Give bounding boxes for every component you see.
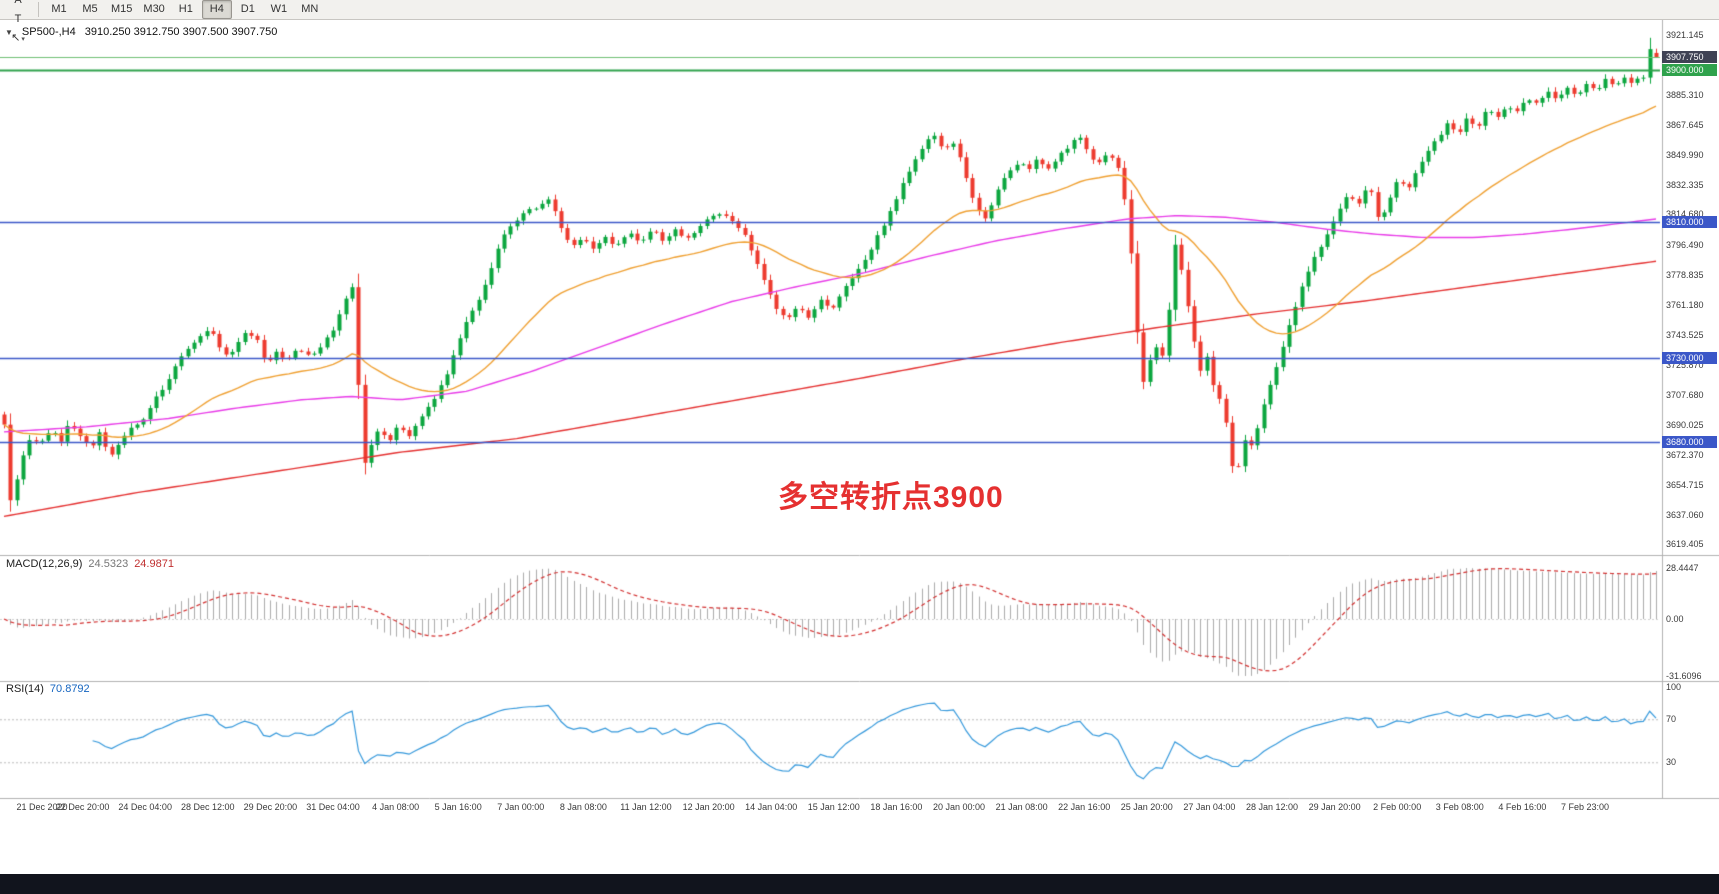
time-axis-label: 3 Feb 08:00 — [1435, 802, 1484, 812]
price-axis-label: 3761.180 — [1666, 299, 1704, 310]
timeframe-button-m1[interactable]: M1 — [51, 3, 67, 15]
time-axis-label: 22 Jan 16:00 — [1058, 802, 1111, 812]
price-tag: 3680.000 — [1662, 436, 1717, 449]
objects-collapse-icon[interactable]: ▼ — [5, 27, 13, 37]
timeframe-button-m5[interactable]: M5 — [82, 3, 98, 15]
price-tag: 3730.000 — [1662, 351, 1717, 364]
time-axis-label: 27 Jan 04:00 — [1183, 802, 1236, 812]
price-axis-label: 3796.490 — [1666, 240, 1704, 251]
rsi-axis-label: 30 — [1666, 757, 1677, 768]
price-axis-label: 3867.645 — [1666, 119, 1704, 130]
time-axis-label: 28 Dec 12:00 — [181, 802, 235, 812]
price-axis-label: 3619.405 — [1666, 539, 1704, 550]
chart-title: ▼ SP500-,H4 3910.250 3912.750 3907.500 3… — [5, 26, 277, 38]
time-axis-label: 15 Jan 12:00 — [807, 802, 860, 812]
price-tag: 3810.000 — [1662, 216, 1717, 229]
rsi-label: RSI(14) — [6, 683, 44, 695]
text-tool[interactable]: T — [14, 12, 22, 25]
chart-region: ▼ SP500-,H4 3910.250 3912.750 3907.500 3… — [0, 20, 1719, 875]
price-axis-label: 3814.680 — [1666, 209, 1704, 220]
price-axis-label: 3654.715 — [1666, 479, 1704, 490]
timeframe-button-m15[interactable]: M15 — [111, 3, 133, 15]
timeframe-button-h4[interactable]: H4 — [201, 0, 232, 19]
rsi-value: 70.8792 — [49, 683, 90, 695]
price-axis-label: 3672.370 — [1666, 449, 1704, 460]
price-axis-label: 3707.680 — [1666, 390, 1704, 401]
time-axis-label: 22 Dec 20:00 — [55, 802, 110, 812]
cursor-tool[interactable]: A — [3, 0, 33, 10]
time-axis-label: 12 Jan 20:00 — [682, 802, 735, 812]
time-axis-label: 25 Jan 20:00 — [1120, 802, 1173, 812]
price-chart-canvas[interactable] — [0, 20, 1719, 875]
price-axis-label: 3885.310 — [1666, 90, 1704, 101]
price-tag: 3900.000 — [1662, 64, 1717, 77]
time-axis-label: 11 Jan 12:00 — [620, 802, 672, 812]
time-axis-label: 14 Jan 04:00 — [745, 802, 798, 812]
time-axis-label: 7 Feb 23:00 — [1560, 802, 1610, 812]
price-tag: 3907.750 — [1662, 51, 1717, 64]
time-axis-label: 18 Jan 16:00 — [870, 802, 923, 812]
rsi-axis-label: 70 — [1666, 714, 1677, 725]
macd-axis-label: 0.00 — [1666, 614, 1684, 624]
chart-overlay: ▼ SP500-,H4 3910.250 3912.750 3907.500 3… — [0, 20, 1719, 875]
timeframe-button-mn[interactable]: MN — [301, 3, 319, 15]
timeframe-button-group: M1 M5 M15 M30 H1 H4 D1 W1 MN — [44, 0, 325, 19]
macd-main-value: 24.5323 — [88, 558, 129, 570]
time-axis-label: 2 Feb 00:00 — [1373, 802, 1422, 812]
macd-axis-label: 28.4447 — [1666, 563, 1699, 573]
time-axis-label: 20 Jan 00:00 — [932, 802, 986, 812]
price-axis-label: 3921.145 — [1666, 29, 1704, 40]
price-axis-label: 3690.025 — [1666, 420, 1704, 431]
time-axis-label: 21 Dec 2020 — [16, 802, 68, 812]
time-axis-label: 4 Jan 08:00 — [372, 802, 420, 812]
time-axis-label: 24 Dec 04:00 — [118, 802, 172, 812]
time-axis-label: 8 Jan 08:00 — [559, 802, 607, 812]
timeframe-button-m30[interactable]: M30 — [143, 3, 165, 15]
price-axis-label: 3832.335 — [1666, 179, 1704, 190]
price-axis-label: 3637.060 — [1666, 509, 1704, 520]
macd-label: MACD(12,26,9) — [6, 558, 83, 570]
price-axis-label: 3849.990 — [1666, 149, 1704, 160]
time-axis-label: 4 Feb 16:00 — [1498, 802, 1547, 812]
price-axis-label: 3743.525 — [1666, 329, 1704, 340]
time-axis-label: 29 Dec 20:00 — [243, 802, 298, 812]
taskbar — [0, 874, 1719, 894]
rsi-indicator-label: RSI(14) 70.8792 — [6, 683, 90, 695]
timeframe-button-d1[interactable]: D1 — [240, 3, 255, 15]
price-axis-label: 3725.870 — [1666, 359, 1704, 370]
rsi-axis-label: 100 — [1666, 682, 1682, 692]
time-axis-label: 28 Jan 12:00 — [1245, 802, 1299, 812]
time-axis-label: 31 Dec 04:00 — [306, 802, 360, 812]
time-axis-label: 29 Jan 20:00 — [1308, 802, 1361, 812]
time-axis-label: 7 Jan 00:00 — [497, 802, 545, 812]
chart-annotation-text[interactable]: 多空转折点3900 — [778, 481, 1004, 514]
time-axis-label: 5 Jan 16:00 — [434, 802, 482, 812]
time-axis-label: 21 Jan 08:00 — [995, 802, 1048, 812]
ohlc-values: 3910.250 3912.750 3907.500 3907.750 — [84, 26, 278, 38]
timeframe-button-w1[interactable]: W1 — [270, 3, 288, 15]
macd-indicator-label: MACD(12,26,9) 24.5323 24.9871 — [6, 558, 174, 570]
macd-axis-label: -31.6096 — [1666, 671, 1702, 681]
timeframe-button-h1[interactable]: H1 — [178, 3, 193, 15]
price-axis-label: 3778.835 — [1666, 270, 1704, 281]
macd-signal-value: 24.9871 — [134, 558, 174, 570]
toolbar-separator — [38, 2, 39, 17]
symbol-timeframe-label: SP500-,H4 — [21, 26, 76, 38]
